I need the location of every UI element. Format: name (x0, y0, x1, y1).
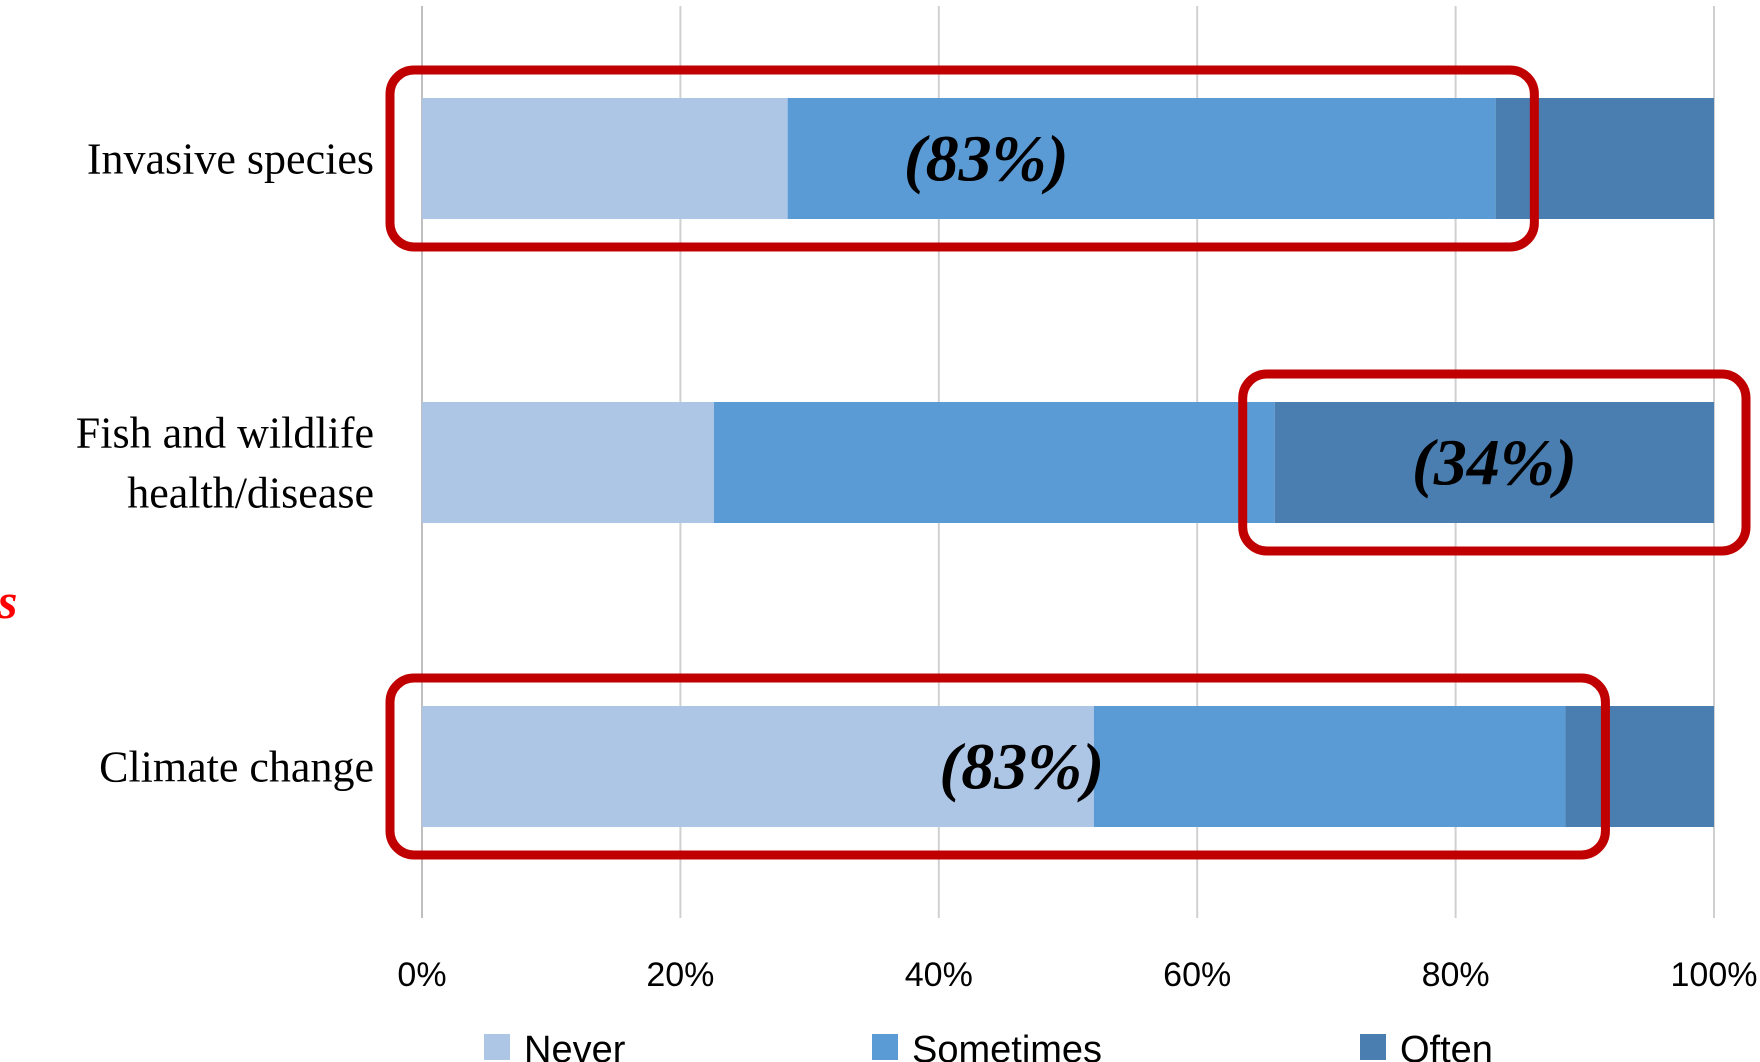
x-tick-label: 80% (1422, 956, 1490, 994)
annotation-label: (83%) (939, 731, 1104, 804)
highlight-box (385, 673, 1610, 860)
highlight-boxes (385, 65, 1751, 860)
bar-sometimes (713, 402, 1275, 523)
legend: Never Sometimes Often (484, 1029, 1493, 1062)
legend-swatch (1360, 1034, 1386, 1060)
bar-sometimes (1093, 706, 1566, 827)
x-tick-label: 60% (1163, 956, 1231, 994)
legend-label: Sometimes (912, 1029, 1102, 1062)
bar-often (1495, 98, 1714, 219)
x-tick-label: 100% (1671, 956, 1758, 994)
x-tick-label: 40% (905, 956, 973, 994)
category-label: Climate change (99, 743, 374, 792)
annotation-label: (83%) (904, 123, 1069, 196)
bar-never (422, 402, 714, 523)
highlight-box (385, 65, 1539, 252)
category-labels: Invasive species Fish and wildlife health/… (76, 135, 374, 792)
bar-never (422, 98, 788, 219)
bar-never (422, 706, 1094, 827)
bar-often (1274, 402, 1714, 523)
x-tick-labels: 0% 20% 40% 60% 80% 100% (397, 956, 1757, 994)
legend-swatch (872, 1034, 898, 1060)
category-label: Invasive species (87, 135, 374, 184)
legend-swatch (484, 1034, 510, 1060)
annotations: (83%) (34%) (83%) (904, 123, 1577, 804)
bar-often (1565, 706, 1714, 827)
bar-sometimes (787, 98, 1496, 219)
highlight-box (1238, 369, 1751, 556)
legend-label: Often (1400, 1029, 1493, 1062)
x-tick-label: 20% (646, 956, 714, 994)
annotation-label: (34%) (1412, 427, 1577, 500)
category-label: Fish and wildlife health/disease (76, 409, 374, 518)
cropped-text-fragment: s (0, 573, 17, 629)
legend-label: Never (524, 1029, 626, 1062)
x-tick-label: 0% (397, 956, 446, 994)
